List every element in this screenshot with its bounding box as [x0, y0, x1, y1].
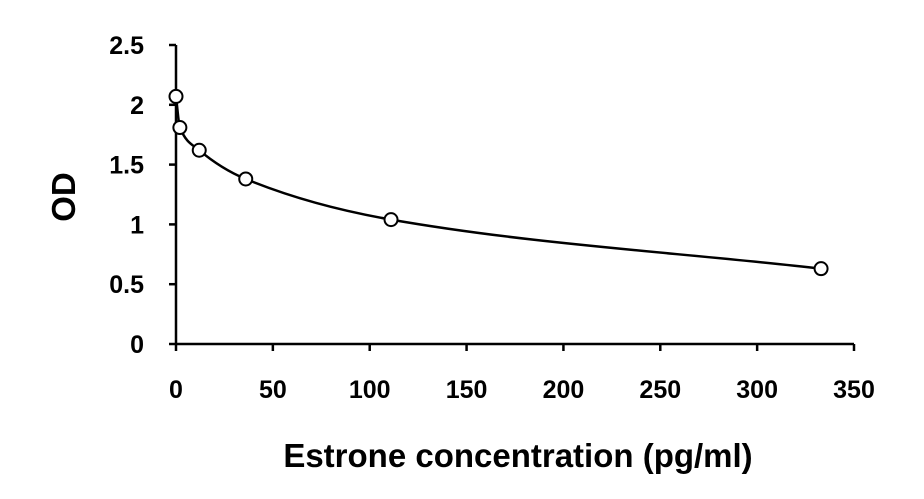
data-point [172, 120, 188, 136]
data-point [191, 142, 207, 158]
y-tick-label: 0 [130, 331, 144, 359]
data-point [383, 212, 399, 228]
x-tick-label: 100 [349, 376, 391, 404]
y-tick-label: 1.5 [109, 152, 144, 180]
data-point [238, 171, 254, 187]
y-tick-label: 1 [130, 211, 144, 239]
x-tick-label: 300 [736, 376, 778, 404]
x-tick-label: 350 [833, 376, 875, 404]
y-axis-title: OD [45, 172, 82, 222]
y-tick-label: 2 [130, 92, 144, 120]
x-tick-label: 250 [639, 376, 681, 404]
x-axis-title: Estrone concentration (pg/ml) [283, 437, 752, 474]
y-axis-tick-labels: 0 0.5 1 1.5 2 2.5 [109, 32, 144, 359]
data-point [168, 88, 184, 104]
x-axis-tick-labels: 0 50 100 150 200 250 300 350 [169, 376, 875, 404]
y-tick-label: 2.5 [109, 32, 144, 60]
data-point [813, 261, 829, 277]
y-tick-label: 0.5 [109, 271, 144, 299]
x-tick-label: 200 [543, 376, 585, 404]
data-points [168, 88, 829, 277]
fitted-curve [174, 96, 822, 270]
x-tick-label: 150 [446, 376, 488, 404]
x-tick-label: 0 [169, 376, 183, 404]
x-tick-label: 50 [259, 376, 287, 404]
